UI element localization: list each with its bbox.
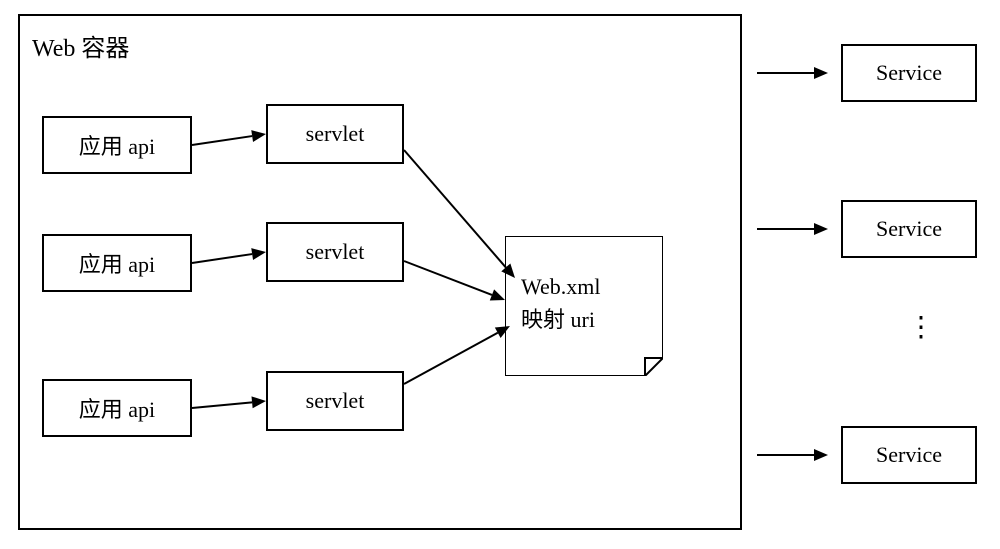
service-box-2-label: Service <box>876 216 942 242</box>
api-box-2: 应用 api <box>42 234 192 292</box>
service-box-2: Service <box>841 200 977 258</box>
webxml-document: Web.xml 映射 uri <box>505 236 663 376</box>
api-box-1-label: 应用 api <box>79 129 155 161</box>
service-box-1: Service <box>841 44 977 102</box>
service-box-3-label: Service <box>876 442 942 468</box>
servlet-box-3: servlet <box>266 371 404 431</box>
servlet-box-2: servlet <box>266 222 404 282</box>
webxml-document-text: Web.xml 映射 uri <box>521 270 601 336</box>
api-box-2-label: 应用 api <box>79 247 155 279</box>
webxml-line2: 映射 uri <box>521 303 601 336</box>
service-box-3: Service <box>841 426 977 484</box>
service-box-1-label: Service <box>876 60 942 86</box>
servlet-box-1: servlet <box>266 104 404 164</box>
servlet-box-1-label: servlet <box>306 121 365 147</box>
web-container-label: Web 容器 <box>32 28 129 63</box>
api-box-1: 应用 api <box>42 116 192 174</box>
servlet-box-2-label: servlet <box>306 239 365 265</box>
diagram-canvas: Web 容器 应用 api 应用 api 应用 api servlet serv… <box>0 0 1000 549</box>
api-box-3: 应用 api <box>42 379 192 437</box>
ellipsis-vertical-icon: ⋮ <box>907 320 935 337</box>
servlet-box-3-label: servlet <box>306 388 365 414</box>
api-box-3-label: 应用 api <box>79 392 155 424</box>
webxml-line1: Web.xml <box>521 270 601 303</box>
